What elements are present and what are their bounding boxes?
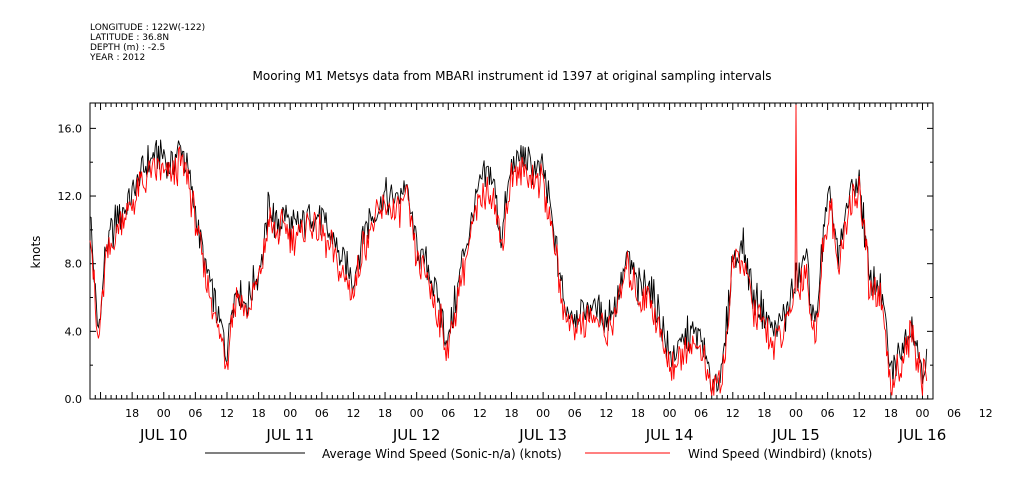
x-hour-label: 00 [789,407,803,420]
x-hour-label: 06 [694,407,708,420]
x-hour-label: 12 [979,407,993,420]
chart-title: Mooring M1 Metsys data from MBARI instru… [253,69,772,83]
x-hour-label: 00 [915,407,929,420]
series-layer [89,104,928,396]
y-tick-label: 4.0 [65,325,83,338]
x-hour-label: 06 [315,407,329,420]
x-day-label: JUL 14 [645,426,694,444]
legend: Average Wind Speed (Sonic-n/a) (knots) W… [205,447,872,461]
x-hour-label: 12 [220,407,234,420]
x-hour-label: 06 [947,407,961,420]
x-hour-label: 18 [252,407,266,420]
x-day-label: JUL 13 [518,426,567,444]
x-day-label: JUL 16 [898,426,947,444]
y-tick-label: 12.0 [58,190,83,203]
longitude-text: LONGITUDE : 122W(-122) [90,23,205,33]
x-hour-label: 00 [283,407,297,420]
x-hour-label: 06 [821,407,835,420]
x-hour-label: 00 [536,407,550,420]
x-hour-label: 00 [663,407,677,420]
x-hour-label: 18 [505,407,519,420]
x-day-label: JUL 15 [771,426,820,444]
legend-label-sonic: Average Wind Speed (Sonic-n/a) (knots) [322,447,562,461]
header-metadata: LONGITUDE : 122W(-122) LATITUDE : 36.8N … [89,23,205,63]
series-line-sonic [89,139,928,395]
x-hour-label: 18 [378,407,392,420]
series-line-windbird [89,104,928,396]
x-hour-label: 12 [346,407,360,420]
x-hour-label: 12 [599,407,613,420]
x-hour-label: 12 [473,407,487,420]
year-text: YEAR : 2012 [89,53,145,63]
x-hour-label: 06 [568,407,582,420]
x-hour-label: 18 [125,407,139,420]
x-hour-label: 00 [157,407,171,420]
x-hour-label: 12 [726,407,740,420]
x-hour-label: 18 [884,407,898,420]
y-tick-label: 0.0 [65,393,83,406]
latitude-text: LATITUDE : 36.8N [90,33,169,43]
x-hour-label: 06 [188,407,202,420]
depth-text: DEPTH (m) : -2.5 [90,43,165,53]
x-hour-label: 06 [441,407,455,420]
x-hour-label: 12 [852,407,866,420]
y-tick-label: 16.0 [58,122,83,135]
legend-label-windbird: Wind Speed (Windbird) (knots) [688,447,872,461]
x-day-label: JUL 10 [139,426,188,444]
x-day-label: JUL 12 [392,426,441,444]
y-axis-label: knots [29,236,43,269]
y-tick-label: 8.0 [65,258,83,271]
x-hour-label: 18 [757,407,771,420]
axis-ticks: 0.0 4.0 8.0 12.0 16.0 18 00 06 12 18 00 06 12 18 00 06 1… [58,103,993,444]
x-hour-label: 18 [631,407,645,420]
x-day-label: JUL 11 [265,426,314,444]
x-hour-label: 00 [410,407,424,420]
